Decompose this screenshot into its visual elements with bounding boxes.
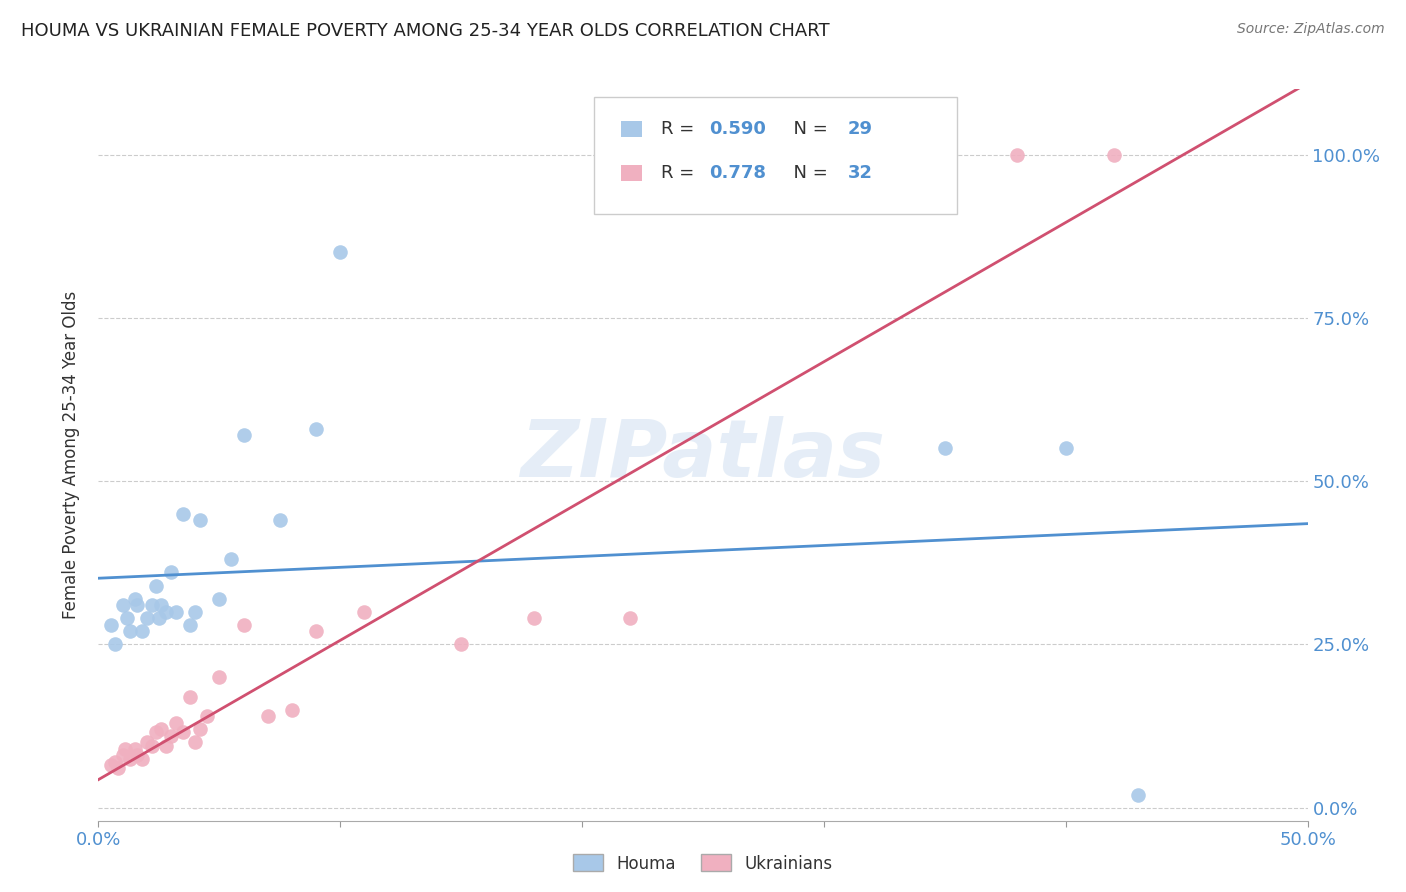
Point bbox=[1128, 788, 1150, 802]
Point bbox=[281, 703, 304, 717]
Point bbox=[523, 611, 546, 625]
Point bbox=[208, 670, 231, 684]
Point bbox=[179, 617, 201, 632]
Point bbox=[172, 507, 194, 521]
Point bbox=[117, 611, 139, 625]
Point bbox=[179, 690, 201, 704]
Point bbox=[150, 598, 173, 612]
Point bbox=[188, 513, 211, 527]
Point bbox=[619, 611, 641, 625]
FancyBboxPatch shape bbox=[621, 165, 643, 181]
Point bbox=[131, 751, 153, 765]
Point bbox=[165, 715, 187, 730]
Point bbox=[111, 748, 134, 763]
Point bbox=[160, 729, 183, 743]
Point bbox=[184, 605, 207, 619]
Point bbox=[118, 751, 141, 765]
Point bbox=[1007, 147, 1029, 161]
Point bbox=[145, 578, 167, 592]
Point bbox=[256, 709, 278, 723]
Point bbox=[141, 739, 163, 753]
Text: HOUMA VS UKRAINIAN FEMALE POVERTY AMONG 25-34 YEAR OLDS CORRELATION CHART: HOUMA VS UKRAINIAN FEMALE POVERTY AMONG … bbox=[21, 22, 830, 40]
Point bbox=[100, 758, 122, 772]
Point bbox=[160, 566, 183, 580]
Point bbox=[1102, 147, 1125, 161]
Point bbox=[118, 624, 141, 639]
Point bbox=[107, 761, 129, 775]
Text: ZIPatlas: ZIPatlas bbox=[520, 416, 886, 494]
Point bbox=[150, 723, 173, 737]
Point bbox=[148, 611, 170, 625]
Point bbox=[124, 741, 146, 756]
Point bbox=[104, 755, 127, 769]
Text: N =: N = bbox=[782, 164, 834, 182]
Point bbox=[104, 637, 127, 651]
Text: 29: 29 bbox=[848, 120, 873, 138]
Point bbox=[305, 422, 328, 436]
Point bbox=[165, 605, 187, 619]
Point bbox=[1054, 442, 1077, 456]
Text: Source: ZipAtlas.com: Source: ZipAtlas.com bbox=[1237, 22, 1385, 37]
Point bbox=[135, 735, 157, 749]
Point bbox=[934, 442, 956, 456]
Text: 0.778: 0.778 bbox=[709, 164, 766, 182]
Legend: Houma, Ukrainians: Houma, Ukrainians bbox=[567, 847, 839, 880]
Point bbox=[195, 709, 218, 723]
Point bbox=[141, 598, 163, 612]
Text: N =: N = bbox=[782, 120, 834, 138]
Text: 0.590: 0.590 bbox=[709, 120, 766, 138]
Point bbox=[305, 624, 328, 639]
Text: R =: R = bbox=[661, 120, 700, 138]
Point bbox=[135, 611, 157, 625]
Point bbox=[329, 245, 352, 260]
Point bbox=[145, 725, 167, 739]
Point bbox=[155, 605, 177, 619]
Point bbox=[131, 624, 153, 639]
Point bbox=[221, 552, 243, 566]
Point bbox=[127, 598, 149, 612]
Point bbox=[114, 741, 136, 756]
Point bbox=[353, 605, 375, 619]
Point bbox=[124, 591, 146, 606]
Point bbox=[155, 739, 177, 753]
Text: R =: R = bbox=[661, 164, 700, 182]
Point bbox=[450, 637, 472, 651]
Text: 32: 32 bbox=[848, 164, 873, 182]
Point bbox=[188, 723, 211, 737]
Point bbox=[127, 748, 149, 763]
Point bbox=[184, 735, 207, 749]
Point bbox=[232, 617, 254, 632]
Point bbox=[111, 598, 134, 612]
FancyBboxPatch shape bbox=[621, 121, 643, 137]
FancyBboxPatch shape bbox=[595, 96, 957, 213]
Point bbox=[232, 428, 254, 442]
Y-axis label: Female Poverty Among 25-34 Year Olds: Female Poverty Among 25-34 Year Olds bbox=[62, 291, 80, 619]
Point bbox=[269, 513, 291, 527]
Point bbox=[208, 591, 231, 606]
Point bbox=[172, 725, 194, 739]
Point bbox=[100, 617, 122, 632]
